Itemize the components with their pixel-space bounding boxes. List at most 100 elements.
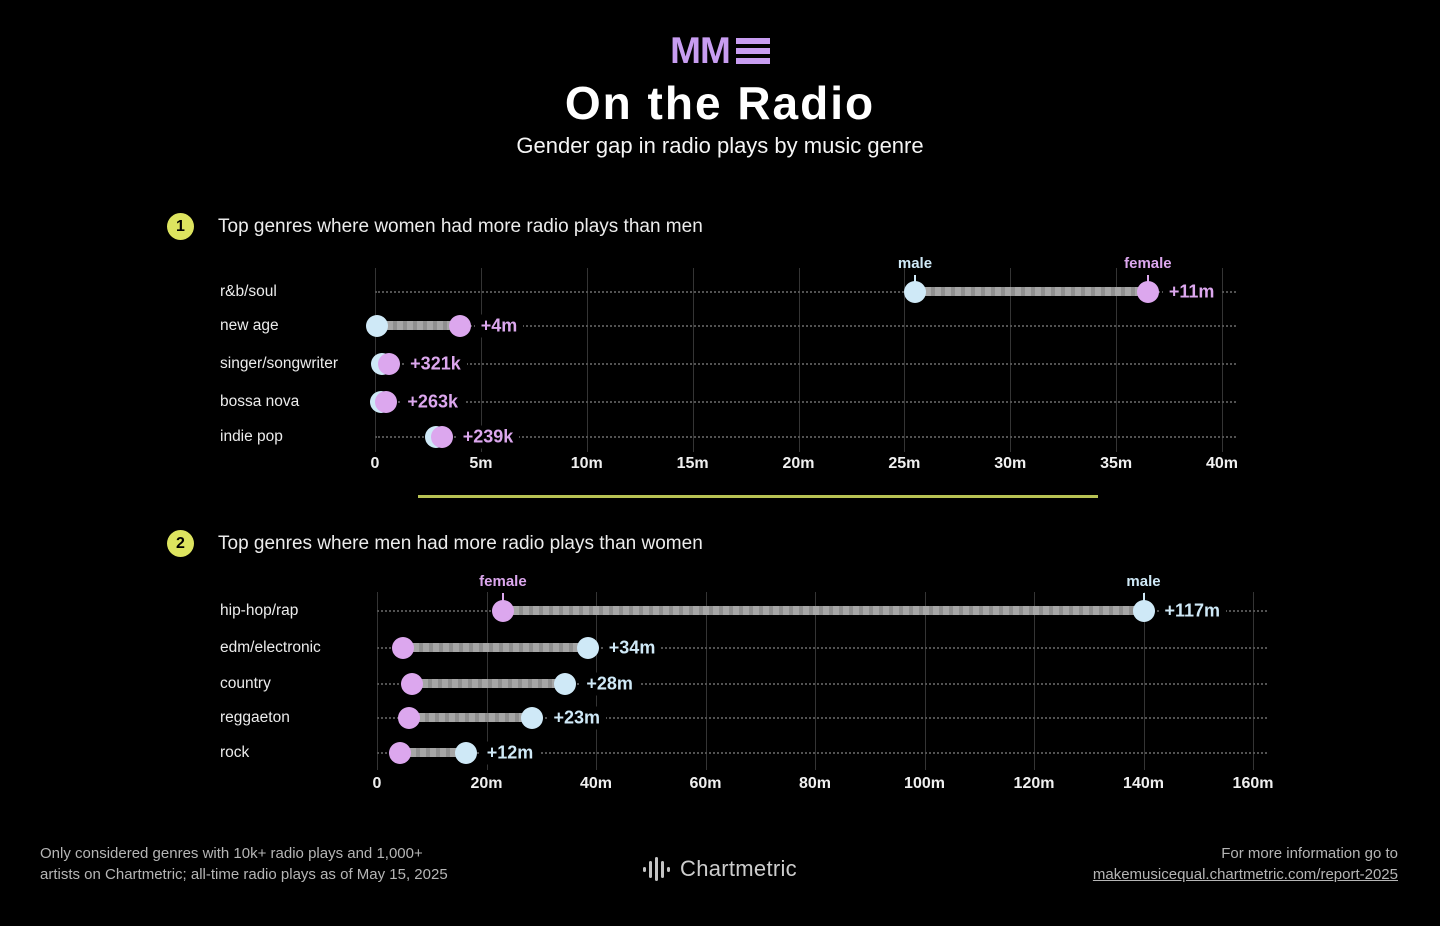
row-dotted-line [377,752,1267,754]
row-dotted-line [377,717,1267,719]
genre-label: rock [220,744,250,761]
x-tick-label: 35m [1100,455,1133,472]
dumbbell-bar [412,679,566,688]
diff-label: +117m [1158,599,1227,623]
genre-label: reggaeton [220,709,290,726]
x-tick-label: 20m [470,775,503,792]
dumbbell-bar [403,643,588,652]
diff-label: +11m [1162,280,1221,304]
x-tick-label: 160m [1232,775,1274,792]
section-divider-line [418,495,1098,498]
female-dot [375,391,398,413]
row-dotted-line [375,325,1236,327]
genre-label: bossa nova [220,393,300,410]
male-dot [1132,600,1155,622]
section-2-header: 2 Top genres where men had more radio pl… [167,530,703,557]
row-dotted-line [377,647,1267,649]
x-tick-label: 30m [994,455,1027,472]
x-tick-label: 80m [798,775,832,792]
mme-logo-letters: MM [670,30,731,71]
x-tick-label: 0 [370,455,380,472]
female-dot [1136,281,1159,303]
chartmetric-brand: Chartmetric [643,856,797,882]
dumbbell-bar [377,321,460,330]
genre-label: edm/electronic [220,639,321,656]
female-dot [401,673,424,695]
section-2-number-badge: 2 [167,530,194,557]
gridline [1222,268,1223,452]
section-1-header: 1 Top genres where women had more radio … [167,213,703,240]
series-annotation-female: female [1124,255,1172,272]
genre-label: singer/songwriter [220,355,339,372]
female-dot [430,426,453,448]
diff-label: +12m [480,741,540,765]
gridline [480,268,482,452]
diff-label: +321k [404,352,467,376]
section-1-heading: Top genres where women had more radio pl… [218,215,703,237]
female-dot [378,353,401,375]
x-tick-label: 40m [579,775,613,792]
genre-label: hip-hop/rap [220,602,299,619]
gridline [798,268,800,452]
male-dot [521,707,544,729]
annotation-tick [501,593,504,601]
genre-label: r&b/soul [220,283,277,300]
genre-label: country [220,675,271,692]
page-subtitle: Gender gap in radio plays by music genre [516,133,924,158]
row-dotted-line [375,401,1236,403]
x-tick-label: 25m [888,455,921,472]
gridline [1010,268,1012,452]
page-title: On the Radio [564,77,876,129]
diff-label: +263k [401,390,464,414]
gridline [586,268,588,452]
male-dot [554,673,577,695]
more-info: For more information go to makemusicequa… [1093,843,1398,885]
genre-label: new age [220,317,279,334]
genre-label: indie pop [220,428,283,445]
gridline [1034,592,1035,770]
report-link[interactable]: makemusicequal.chartmetric.com/report-20… [1092,866,1398,883]
section-1-number-badge: 1 [167,213,194,240]
x-tick-label: 140m [1123,775,1164,792]
x-tick-label: 15m [676,455,709,472]
row-dotted-line [375,363,1236,365]
annotation-tick [1146,275,1149,283]
series-annotation-male: male [1126,573,1161,590]
dumbbell-bar [502,606,1144,615]
diff-label: +28m [580,672,639,696]
male-dot [576,637,599,659]
x-tick-label: 20m [782,455,815,472]
diff-label: +23m [547,706,607,730]
gridline [924,592,926,770]
gridline [705,592,707,770]
x-tick-label: 60m [689,775,722,792]
diff-label: +34m [602,636,662,660]
gridline [377,592,378,770]
more-info-text: For more information go to [1221,845,1398,862]
mme-logo-bars-icon [735,38,770,64]
diff-label: +239k [456,425,520,449]
row-dotted-line [375,436,1236,438]
series-annotation-male: male [897,255,933,272]
gridline [815,592,816,770]
male-dot [903,281,926,303]
annotation-tick [913,275,916,283]
female-dot [398,707,421,729]
female-dot [448,315,471,337]
mme-logo: MM [0,30,1440,71]
gridline [692,268,694,452]
dumbbell-bar [399,748,466,757]
female-dot [388,742,411,764]
x-tick-label: 10m [570,455,603,472]
gridline [1116,268,1118,452]
x-tick-label: 40m [1205,455,1239,472]
chartmetric-waveform-icon [643,857,670,881]
x-tick-label: 0 [372,775,382,792]
female-dot [491,600,514,622]
row-dotted-line [375,291,1236,293]
footnote-line-2: artists on Chartmetric; all-time radio p… [40,866,448,883]
x-tick-label: 100m [904,775,945,792]
footnote: Only considered genres with 10k+ radio p… [40,843,448,885]
annotation-tick [1142,593,1145,601]
